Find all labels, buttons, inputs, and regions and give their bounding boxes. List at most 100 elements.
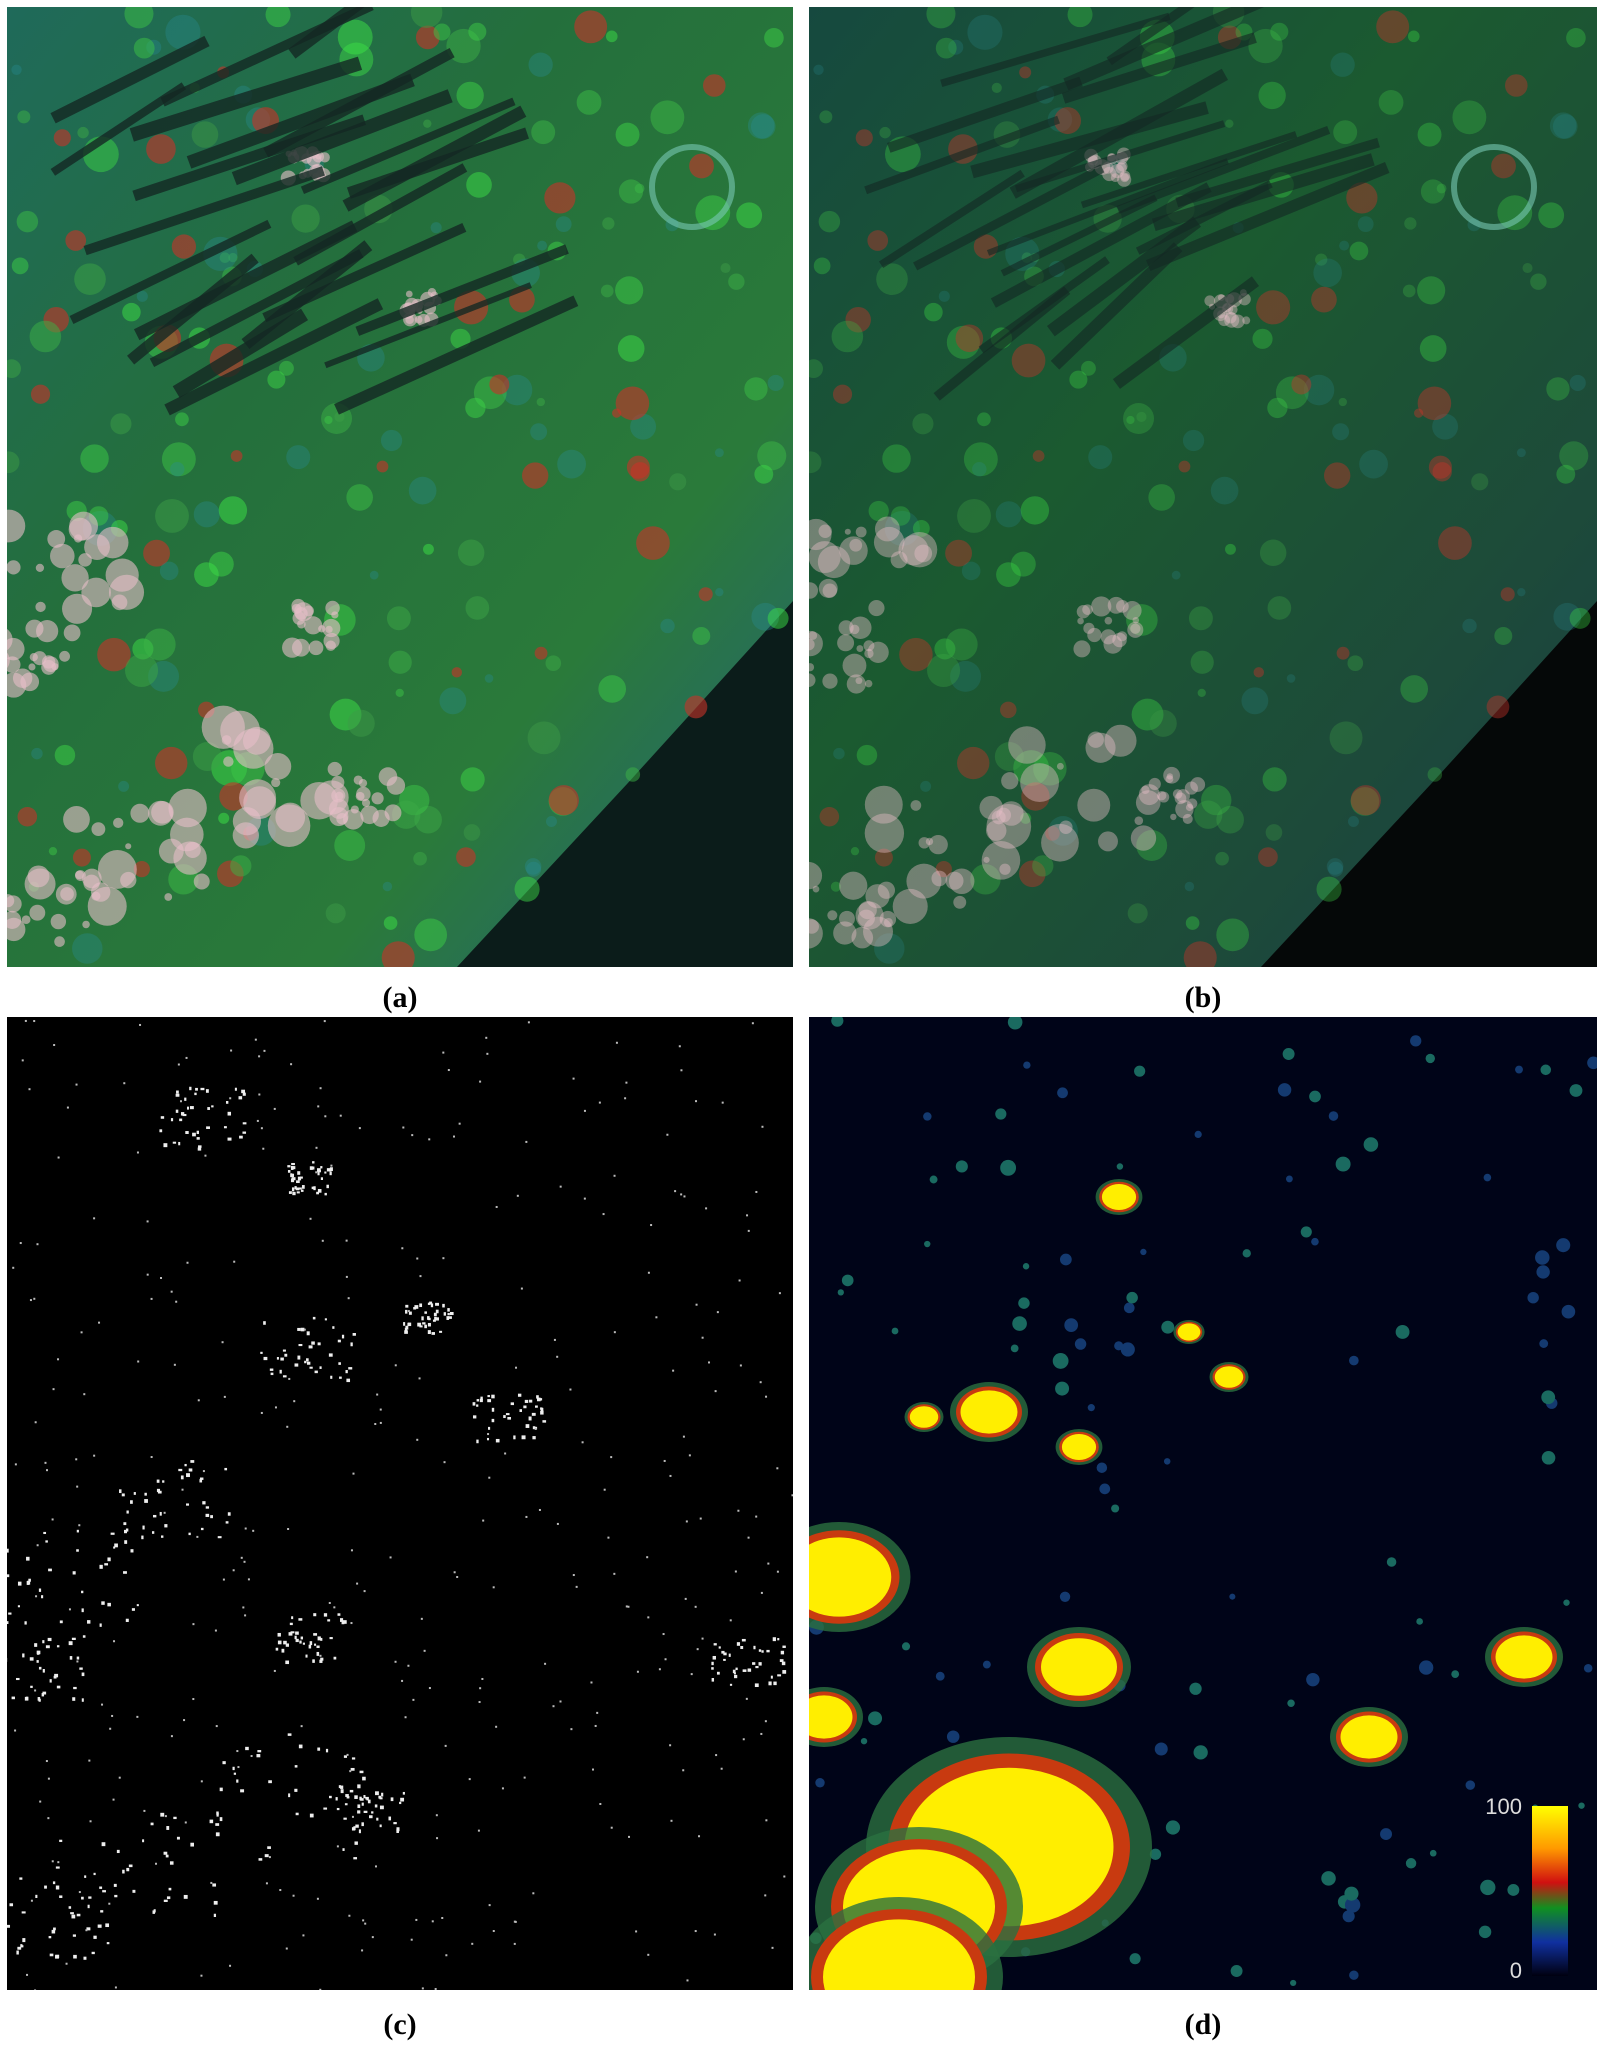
speckle <box>380 1824 382 1827</box>
speckle <box>279 1889 281 1891</box>
hotspot <box>823 1919 975 2034</box>
texture <box>1350 242 1369 261</box>
texture <box>1420 335 1447 362</box>
urban <box>843 654 867 678</box>
speckle <box>446 1316 449 1320</box>
speckle <box>336 1797 338 1800</box>
speckle <box>283 1641 287 1645</box>
speckle <box>93 1217 95 1219</box>
texture <box>1189 606 1213 630</box>
speckle <box>532 1413 536 1416</box>
speckle <box>405 1305 408 1308</box>
texture <box>1452 100 1486 134</box>
speckle <box>456 1576 458 1578</box>
speckle <box>294 1186 296 1189</box>
speckle <box>315 1171 317 1173</box>
texture <box>326 903 346 923</box>
speckle <box>1011 1345 1019 1353</box>
speckle <box>257 1120 259 1122</box>
speckle <box>59 1840 62 1842</box>
speckle <box>347 1754 349 1756</box>
texture <box>434 24 451 41</box>
texture <box>17 211 39 233</box>
speckle <box>69 1608 71 1610</box>
texture <box>18 807 38 827</box>
speckle <box>424 1650 426 1652</box>
speckle <box>313 1613 316 1616</box>
texture <box>1501 587 1515 601</box>
speckle <box>123 1571 127 1574</box>
speckle <box>291 1163 295 1165</box>
urban <box>372 810 389 827</box>
urban <box>2 638 24 660</box>
speckle <box>345 1370 347 1373</box>
speckle <box>185 1821 187 1823</box>
speckle <box>99 1887 102 1889</box>
texture <box>768 375 784 391</box>
texture <box>537 241 547 251</box>
speckle <box>287 1165 290 1167</box>
urban <box>106 559 139 592</box>
speckle <box>79 1667 82 1669</box>
speckle <box>442 1257 444 1259</box>
speckle <box>42 1692 46 1695</box>
speckle <box>77 1914 81 1917</box>
speckle <box>109 1728 111 1730</box>
speckle <box>791 1494 793 1496</box>
speckle <box>319 1989 321 1991</box>
urban <box>125 843 131 849</box>
speckle <box>535 1405 538 1407</box>
speckle <box>435 1988 437 1990</box>
texture <box>1437 184 1447 194</box>
speckle <box>3 1936 5 1939</box>
texture <box>458 540 484 566</box>
speckle <box>164 1852 168 1855</box>
urban <box>1098 831 1118 851</box>
speckle <box>405 1310 407 1314</box>
speckle <box>77 1657 79 1660</box>
speckle <box>337 1613 340 1616</box>
speckle <box>321 1177 323 1180</box>
speckle <box>82 1608 84 1612</box>
speckle <box>666 1134 668 1136</box>
speckle <box>1416 1618 1423 1625</box>
speckle <box>1166 1820 1180 1834</box>
speckle <box>513 1435 515 1439</box>
speckle <box>291 1616 293 1619</box>
speckle <box>100 1623 102 1626</box>
speckle <box>164 1900 168 1902</box>
speckle <box>1562 1305 1576 1319</box>
speckle <box>212 1883 216 1886</box>
speckle <box>525 1400 528 1403</box>
speckle <box>476 1440 478 1444</box>
speckle <box>178 1064 180 1066</box>
speckle <box>428 1323 431 1327</box>
speckle <box>1012 1316 1027 1331</box>
speckle <box>341 1789 344 1793</box>
texture <box>192 121 219 148</box>
texture <box>65 230 86 251</box>
speckle <box>297 1356 300 1360</box>
speckle <box>233 1569 235 1571</box>
texture <box>1530 273 1546 289</box>
speckle <box>263 1050 265 1052</box>
speckle <box>305 1655 307 1658</box>
speckle <box>771 1676 773 1679</box>
speckle <box>526 1424 530 1428</box>
speckle <box>244 1614 246 1616</box>
speckle <box>266 1882 268 1884</box>
speckle <box>312 1660 314 1663</box>
speckle <box>261 1127 263 1129</box>
speckle <box>181 1112 184 1115</box>
speckle <box>492 1419 495 1422</box>
speckle <box>408 1310 410 1312</box>
texture <box>1418 123 1442 147</box>
speckle <box>739 1279 741 1281</box>
texture <box>1287 674 1296 683</box>
speckle <box>226 1101 228 1104</box>
speckle <box>1055 1382 1069 1396</box>
speckle <box>390 1556 392 1558</box>
speckle <box>130 1549 133 1552</box>
urban <box>91 892 100 901</box>
urban <box>33 651 47 665</box>
